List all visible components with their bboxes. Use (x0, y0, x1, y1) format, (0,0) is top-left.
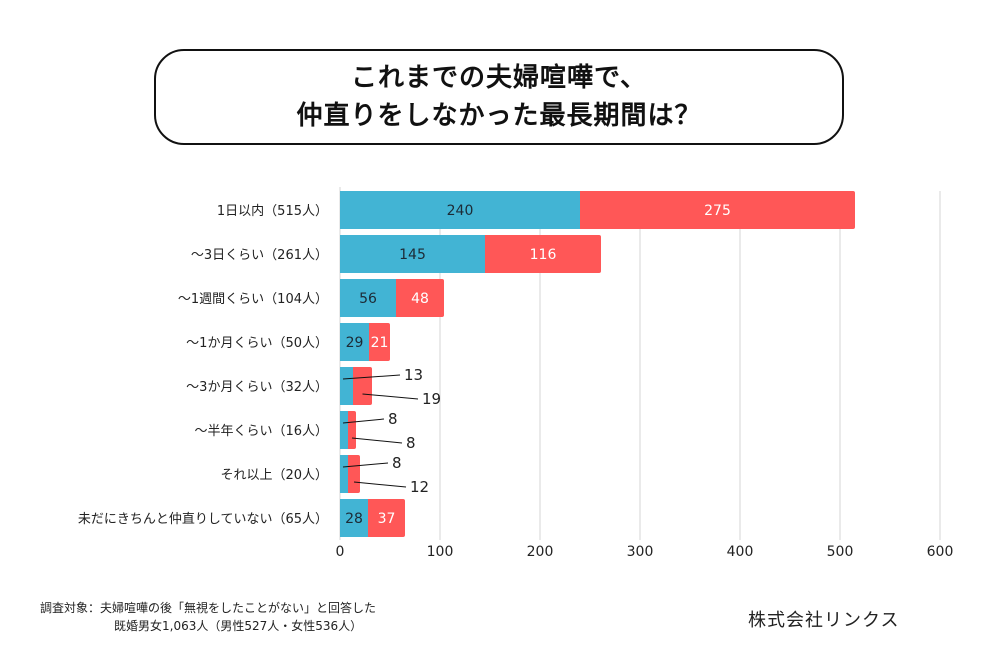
bar-segment-series1 (340, 323, 369, 361)
data-label-series2: 275 (704, 203, 731, 219)
data-label-series1: 8 (388, 410, 398, 428)
x-tick-label: 600 (927, 544, 954, 560)
data-label-series1: 29 (346, 335, 364, 351)
x-tick-label: 400 (727, 544, 754, 560)
data-label-series1: 240 (447, 203, 474, 219)
bar-segment-series2 (350, 367, 372, 405)
data-label-series1: 8 (392, 454, 402, 472)
category-label: 1日以内（515人） (217, 203, 328, 219)
bar-segment-series1 (340, 191, 580, 229)
bar-segment-series1 (340, 455, 348, 493)
x-tick-label: 0 (336, 544, 345, 560)
bar-segment-series1 (340, 279, 396, 317)
data-label-series1: 56 (359, 291, 377, 307)
title-box: これまでの夫婦喧嘩で、 仲直りをしなかった最長期間は？ (154, 49, 844, 145)
leader-line-series2 (351, 437, 403, 444)
data-label-series2: 21 (371, 335, 389, 351)
bar-segment-series2 (577, 191, 855, 229)
leader-line-series2 (353, 481, 407, 488)
data-label-series1: 13 (404, 366, 423, 384)
data-label-series1: 28 (345, 511, 363, 527)
company-name: 株式会社リンクス (748, 610, 900, 631)
survey-note-line-1: 調査対象：夫婦喧嘩の後「無視をしたことがない」と回答した (40, 601, 377, 615)
category-label: それ以上（20人） (220, 468, 328, 483)
bar-segment-series2 (345, 455, 360, 493)
leader-line-series2 (362, 393, 419, 400)
data-label-series2: 116 (530, 247, 557, 263)
category-label: ～半年くらい（16人） (194, 424, 328, 439)
survey-note: 調査対象：夫婦喧嘩の後「無視をしたことがない」と回答した 既婚男女1,063人（… (40, 599, 376, 635)
bar-segment-series1 (340, 411, 348, 449)
title-line-1: これまでの夫婦喧嘩で、 (351, 63, 647, 93)
data-label-series2: 48 (411, 291, 429, 307)
data-label-series2: 12 (410, 478, 429, 496)
survey-note-line-2: 既婚男女1,063人（男性527人・女性536人） (114, 619, 363, 633)
title-line-2: 仲直りをしなかった最長期間は？ (296, 101, 702, 131)
bar-segment-series1 (340, 235, 485, 273)
x-tick-label: 300 (627, 544, 654, 560)
x-tick-label: 200 (527, 544, 554, 560)
x-tick-label: 500 (827, 544, 854, 560)
bar-segment-series1 (340, 367, 353, 405)
category-label: ～1週間くらい（104人） (178, 292, 328, 307)
bar-segment-series2 (365, 499, 405, 537)
bar-segment-series1 (340, 499, 368, 537)
leader-line-series1 (342, 462, 389, 468)
category-label: ～3か月くらい（32人） (186, 380, 328, 395)
category-label: 未だにきちんと仲直りしていない（65人） (78, 512, 328, 527)
data-label-series2: 19 (422, 390, 441, 408)
leader-line-series1 (342, 418, 385, 424)
data-label-series2: 37 (378, 511, 396, 527)
bar-segment-series2 (393, 279, 444, 317)
bar-segment-series2 (366, 323, 390, 361)
data-label-series2: 8 (406, 434, 416, 452)
x-tick-label: 100 (427, 544, 454, 560)
leader-line-series1 (342, 374, 401, 380)
data-label-series1: 145 (399, 247, 426, 263)
category-label: ～1か月くらい（50人） (186, 336, 328, 351)
bar-segment-series2 (482, 235, 601, 273)
category-label: ～3日くらい（261人） (191, 248, 328, 263)
